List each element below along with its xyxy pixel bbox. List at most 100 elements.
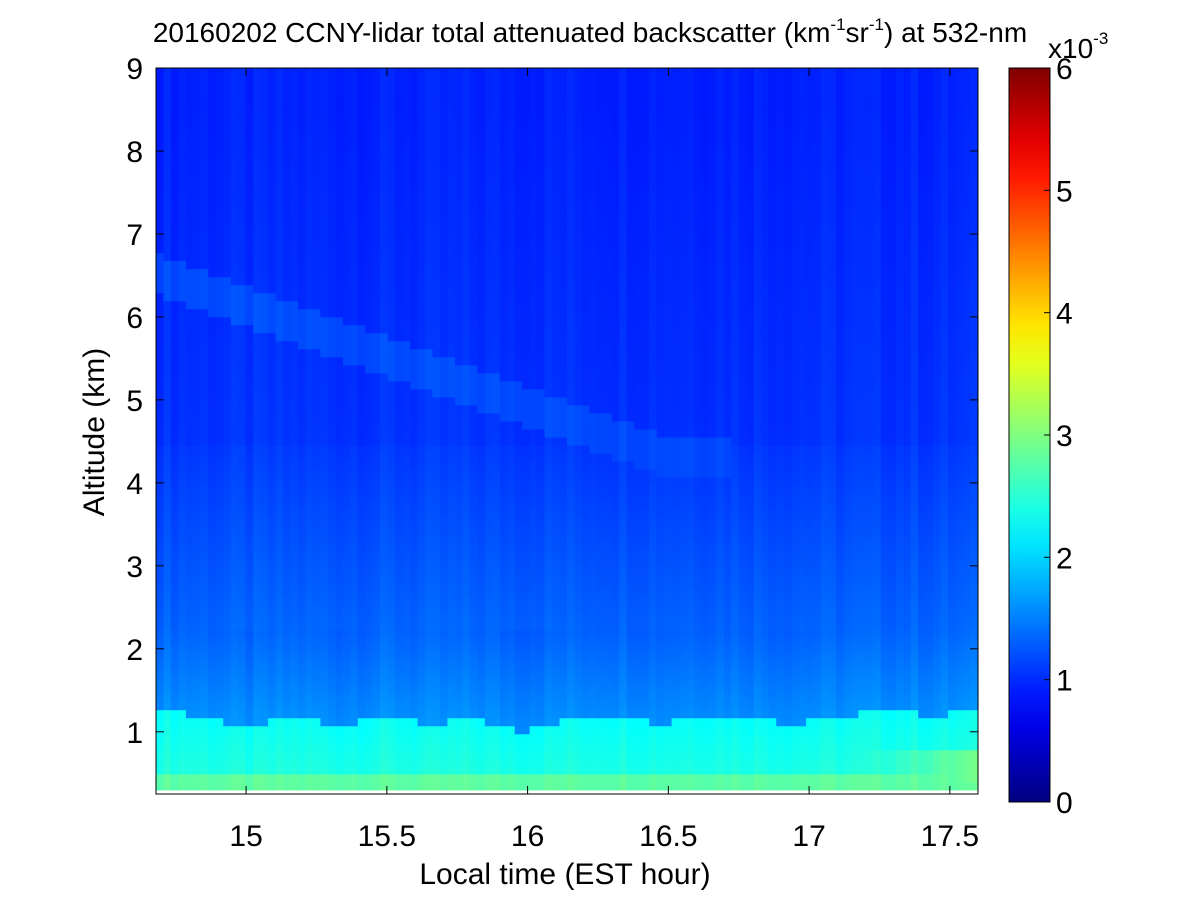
heatmap-cell xyxy=(275,669,284,679)
heatmap-cell xyxy=(447,525,456,534)
heatmap-cell xyxy=(185,412,194,422)
heatmap-cell xyxy=(327,84,336,93)
heatmap-cell xyxy=(260,156,269,165)
heatmap-cell xyxy=(447,613,456,623)
heatmap-cell xyxy=(215,204,224,213)
heatmap-cell xyxy=(208,565,217,574)
heatmap-cell xyxy=(245,557,254,566)
heatmap-cell xyxy=(178,196,187,205)
heatmap-cell xyxy=(193,565,202,574)
heatmap-cell xyxy=(320,452,329,462)
heatmap-cell xyxy=(454,284,463,294)
heatmap-cell xyxy=(402,172,411,181)
heatmap-cell xyxy=(253,725,262,735)
heatmap-cell xyxy=(529,469,538,478)
heatmap-cell xyxy=(208,68,217,77)
heatmap-cell xyxy=(477,412,486,422)
heatmap-cell xyxy=(492,741,501,751)
heatmap-cell xyxy=(454,196,463,205)
heatmap-cell xyxy=(529,84,538,93)
heatmap-cell xyxy=(200,501,209,510)
heatmap-cell xyxy=(260,517,269,526)
heatmap-cell xyxy=(432,709,441,719)
heatmap-cell xyxy=(208,148,217,157)
heatmap-cell xyxy=(275,340,284,350)
heatmap-cell xyxy=(290,156,299,165)
heatmap-cell xyxy=(425,701,434,711)
heatmap-cell xyxy=(469,332,478,342)
heatmap-cell xyxy=(522,412,531,422)
heatmap-cell xyxy=(357,757,366,767)
heatmap-cell xyxy=(253,765,262,775)
heatmap-cell xyxy=(275,268,284,278)
heatmap-cell xyxy=(484,332,493,342)
heatmap-cell xyxy=(499,605,508,614)
heatmap-cell xyxy=(395,653,404,663)
heatmap-cell xyxy=(522,461,531,470)
heatmap-cell xyxy=(305,709,314,719)
heatmap-cell xyxy=(380,236,389,246)
heatmap-cell xyxy=(215,605,224,614)
heatmap-cell xyxy=(507,501,516,510)
heatmap-cell xyxy=(552,92,561,101)
heatmap-cell xyxy=(514,276,523,286)
heatmap-cell xyxy=(410,276,419,286)
heatmap-cell xyxy=(469,148,478,157)
heatmap-cell xyxy=(477,485,486,494)
heatmap-cell xyxy=(567,541,576,550)
heatmap-cell xyxy=(297,749,307,759)
heatmap-cell xyxy=(544,364,553,374)
heatmap-cell xyxy=(350,444,359,454)
heatmap-cell xyxy=(544,469,553,478)
heatmap-cell xyxy=(552,757,561,767)
heatmap-cell xyxy=(156,733,165,743)
heatmap-cell xyxy=(185,717,194,727)
heatmap-cell xyxy=(320,693,329,703)
heatmap-cell xyxy=(327,573,336,582)
heatmap-cell xyxy=(208,581,217,590)
heatmap-cell xyxy=(178,228,187,238)
heatmap-cell xyxy=(380,380,389,390)
heatmap-cell xyxy=(208,773,217,783)
heatmap-cell xyxy=(178,212,187,221)
heatmap-cell xyxy=(170,493,180,502)
heatmap-cell xyxy=(268,533,277,542)
heatmap-cell xyxy=(268,765,277,775)
heatmap-cell xyxy=(469,244,478,254)
heatmap-cell xyxy=(537,92,546,101)
heatmap-cell xyxy=(432,204,441,213)
heatmap-cell xyxy=(484,428,493,438)
heatmap-cell xyxy=(215,469,224,478)
heatmap-cell xyxy=(230,204,239,213)
heatmap-cell xyxy=(454,148,463,157)
heatmap-cell xyxy=(477,404,486,414)
heatmap-cell xyxy=(290,380,299,390)
heatmap-cell xyxy=(163,725,172,735)
heatmap-cell xyxy=(447,364,456,374)
heatmap-cell xyxy=(395,733,404,743)
heatmap-cell xyxy=(178,557,187,566)
heatmap-cell xyxy=(230,164,239,173)
heatmap-cell xyxy=(193,653,202,663)
heatmap-cell xyxy=(462,372,471,382)
heatmap-cell xyxy=(335,469,344,478)
heatmap-cell xyxy=(335,380,344,390)
heatmap-cell xyxy=(253,733,262,743)
heatmap-cell xyxy=(320,725,329,735)
heatmap-cell xyxy=(215,76,224,85)
heatmap-cell xyxy=(215,292,224,302)
heatmap-cell xyxy=(327,244,336,254)
heatmap-cell xyxy=(193,268,202,278)
heatmap-cell xyxy=(410,557,419,566)
heatmap-cell xyxy=(469,412,478,422)
heatmap-cell xyxy=(462,653,471,663)
heatmap-cell xyxy=(559,565,568,574)
heatmap-cell xyxy=(417,717,426,727)
heatmap-cell xyxy=(387,428,396,438)
heatmap-cell xyxy=(357,677,366,687)
heatmap-cell xyxy=(170,637,180,647)
heatmap-cell xyxy=(185,677,194,687)
heatmap-cell xyxy=(395,348,404,358)
heatmap-cell xyxy=(260,444,269,454)
heatmap-cell xyxy=(156,677,165,687)
